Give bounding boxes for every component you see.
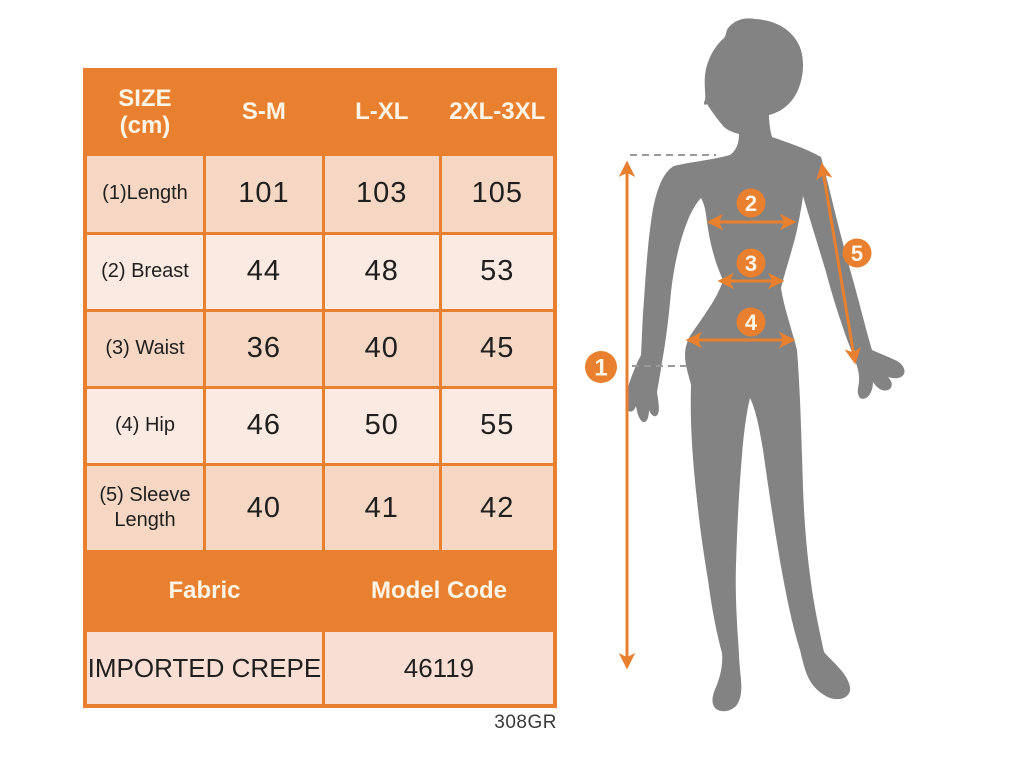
column-header-2xl3xl: 2XL-3XL [441,72,553,154]
length-sm: 101 [205,156,322,232]
waist-lxl: 40 [324,312,439,386]
column-header-lxl: L-XL [324,72,439,154]
waist-2xl3xl: 45 [441,312,553,386]
model-code-header: Model Code [324,553,553,630]
size-unit-header: SIZE (cm) [87,72,203,154]
fabric-header: Fabric [87,553,322,630]
size-header-line2: (cm) [119,111,171,139]
length-lxl: 103 [324,156,439,232]
row-label-hip: (4) Hip [87,388,203,463]
marker-4-number: 4 [745,310,758,335]
model-code-value: 46119 [324,632,553,704]
marker-2-number: 2 [745,191,757,216]
row-label-waist: (3) Waist [87,312,203,386]
fabric-value: IMPORTED CREPE [87,632,322,704]
marker-2-circle [736,188,766,218]
sleeve-arrow [816,162,861,365]
marker-1-number: 1 [594,355,607,382]
breast-2xl3xl: 53 [441,234,553,310]
size-table: SIZE (cm) S-M L-XL 2XL-3XL (1)Length 101… [83,68,557,708]
marker-badges: 1 2 3 4 5 [585,188,872,383]
row-label-breast: (2) Breast [87,234,203,310]
column-header-sm: S-M [205,72,322,154]
marker-5-number: 5 [851,241,863,266]
marker-3-circle [736,248,766,278]
size-header-line1: SIZE [118,84,172,112]
hip-sm: 46 [205,388,322,463]
product-code-footnote: 308GR [494,712,557,733]
breast-lxl: 48 [324,234,439,310]
marker-4-circle [736,307,766,337]
waist-sm: 36 [205,312,322,386]
hip-2xl3xl: 55 [441,388,553,463]
row-label-length: (1)Length [87,156,203,232]
marker-3-number: 3 [745,251,757,276]
breast-sm: 44 [205,234,322,310]
marker-1-circle [585,351,617,383]
sleeve-sm: 40 [205,466,322,551]
body-silhouette-image [626,18,905,712]
hip-lxl: 50 [324,388,439,463]
sleeve-lxl: 41 [324,466,439,551]
marker-5-circle [842,238,872,268]
sleeve-2xl3xl: 42 [441,466,553,551]
row-label-sleeve-length: (5) Sleeve Length [87,466,203,551]
length-2xl3xl: 105 [441,156,553,232]
